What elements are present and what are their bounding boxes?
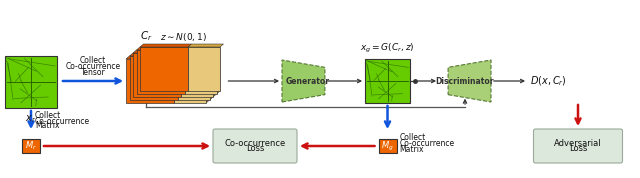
Bar bbox=[188, 47, 220, 91]
FancyBboxPatch shape bbox=[534, 129, 623, 163]
Text: Generator: Generator bbox=[286, 77, 330, 85]
Polygon shape bbox=[140, 44, 191, 47]
Text: Matrix: Matrix bbox=[399, 145, 424, 155]
Text: $M_g$: $M_g$ bbox=[381, 139, 394, 153]
FancyBboxPatch shape bbox=[213, 129, 297, 163]
Text: Co-occurrence: Co-occurrence bbox=[35, 116, 90, 125]
Bar bbox=[184, 50, 216, 94]
Text: Tensor: Tensor bbox=[81, 68, 106, 77]
Polygon shape bbox=[181, 50, 216, 53]
Polygon shape bbox=[174, 56, 177, 103]
Bar bbox=[365, 59, 410, 103]
Bar bbox=[5, 56, 57, 108]
Bar bbox=[136, 50, 184, 94]
Text: $x_r$: $x_r$ bbox=[26, 113, 36, 125]
Polygon shape bbox=[184, 47, 220, 50]
Text: Discriminator: Discriminator bbox=[436, 77, 494, 85]
Polygon shape bbox=[448, 60, 491, 102]
Text: Matrix: Matrix bbox=[35, 122, 60, 130]
Text: Collect: Collect bbox=[35, 111, 61, 121]
Polygon shape bbox=[216, 47, 220, 94]
Polygon shape bbox=[209, 53, 213, 100]
Polygon shape bbox=[181, 50, 184, 97]
Text: Co-occurrence: Co-occurrence bbox=[65, 62, 120, 71]
Bar bbox=[378, 139, 397, 153]
Text: Collect: Collect bbox=[80, 56, 106, 65]
Polygon shape bbox=[213, 50, 216, 97]
Polygon shape bbox=[174, 56, 209, 59]
Bar bbox=[129, 56, 177, 100]
Bar bbox=[140, 47, 188, 91]
Polygon shape bbox=[282, 60, 325, 102]
Bar bbox=[181, 53, 213, 97]
Text: Co-occurrence: Co-occurrence bbox=[399, 140, 454, 148]
Bar bbox=[22, 139, 40, 153]
Text: $z \sim N(0, 1)$: $z \sim N(0, 1)$ bbox=[160, 31, 207, 43]
Text: $x_g = G(C_r, z)$: $x_g = G(C_r, z)$ bbox=[360, 42, 415, 55]
Text: $M_r$: $M_r$ bbox=[25, 140, 37, 152]
Polygon shape bbox=[206, 56, 209, 103]
Text: $C_r$: $C_r$ bbox=[140, 29, 152, 43]
Bar bbox=[126, 59, 174, 103]
Text: Adversarial: Adversarial bbox=[554, 139, 602, 148]
Text: $D(x, C_r)$: $D(x, C_r)$ bbox=[530, 74, 567, 88]
Polygon shape bbox=[136, 47, 188, 50]
Bar bbox=[133, 53, 181, 97]
Polygon shape bbox=[133, 50, 184, 53]
Text: Co-occurrence: Co-occurrence bbox=[225, 139, 285, 148]
Bar bbox=[174, 59, 206, 103]
Polygon shape bbox=[177, 53, 213, 56]
Polygon shape bbox=[129, 53, 181, 56]
Polygon shape bbox=[126, 56, 177, 59]
Text: Loss: Loss bbox=[246, 144, 264, 153]
Text: Loss: Loss bbox=[569, 144, 587, 153]
Polygon shape bbox=[188, 44, 223, 47]
Bar bbox=[177, 56, 209, 100]
Text: Collect: Collect bbox=[399, 134, 426, 143]
Polygon shape bbox=[177, 53, 181, 100]
Polygon shape bbox=[184, 47, 188, 94]
